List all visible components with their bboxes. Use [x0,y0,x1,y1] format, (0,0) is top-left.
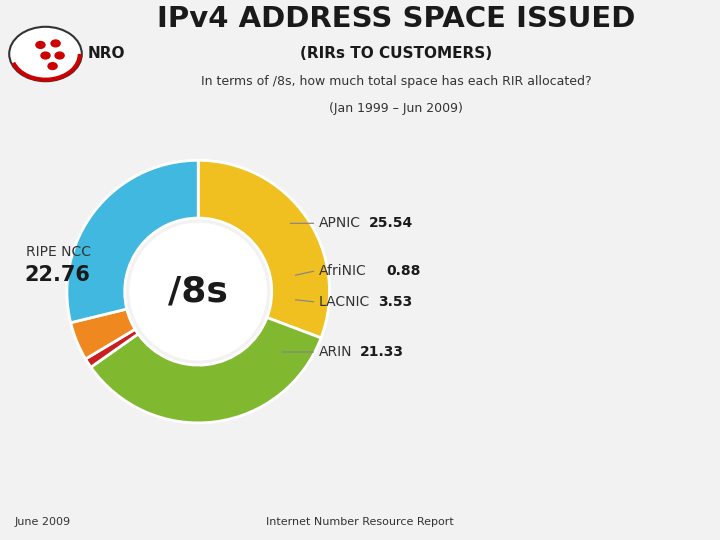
Text: 25.54: 25.54 [369,217,413,231]
Text: (RIRs TO CUSTOMERS): (RIRs TO CUSTOMERS) [300,46,492,62]
Wedge shape [198,160,330,338]
Text: 3.53: 3.53 [378,295,412,309]
Wedge shape [86,329,138,367]
Text: Internet Number Resource Report: Internet Number Resource Report [266,517,454,528]
Circle shape [9,27,82,81]
Circle shape [51,40,60,47]
Wedge shape [91,318,321,423]
Wedge shape [67,160,198,323]
Circle shape [36,42,45,49]
Text: June 2009: June 2009 [14,517,71,528]
Text: 21.33: 21.33 [360,345,404,359]
Wedge shape [71,309,135,359]
Circle shape [41,52,50,59]
Text: APNIC: APNIC [319,217,361,231]
Circle shape [55,52,64,59]
Text: 22.76: 22.76 [24,265,91,285]
Text: LACNIC: LACNIC [319,295,370,309]
Text: (Jan 1999 – Jun 2009): (Jan 1999 – Jun 2009) [329,102,463,115]
Text: /8s: /8s [168,275,228,308]
Text: IPv4 ADDRESS SPACE ISSUED: IPv4 ADDRESS SPACE ISSUED [157,5,635,33]
Text: AfriNIC: AfriNIC [319,264,366,278]
Text: ARIN: ARIN [319,345,353,359]
Text: In terms of /8s, how much total space has each RIR allocated?: In terms of /8s, how much total space ha… [201,75,591,88]
Text: 0.88: 0.88 [387,264,421,278]
Text: NRO: NRO [88,46,125,62]
Circle shape [130,224,266,360]
Circle shape [48,63,57,70]
Text: RIPE NCC: RIPE NCC [25,245,91,259]
